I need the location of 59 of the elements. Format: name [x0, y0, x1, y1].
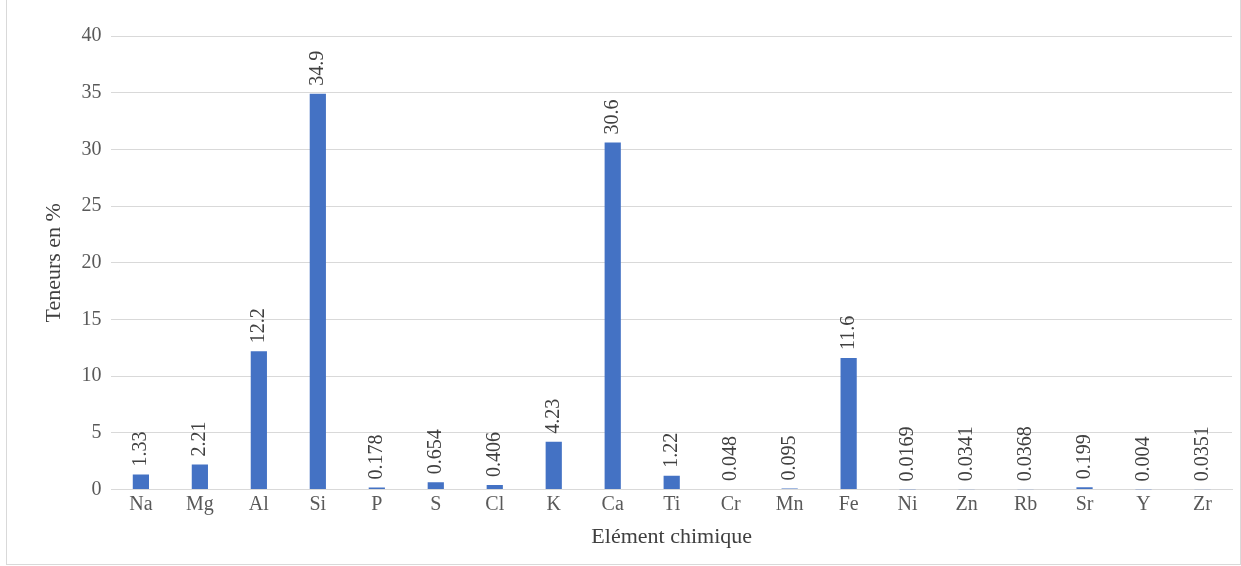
y-tick-label: 25 [81, 193, 102, 216]
y-tick-label: 15 [81, 306, 102, 329]
y-tick-label: 5 [91, 420, 102, 443]
x-tick-label: Na [129, 491, 153, 514]
data-label: 11.6 [835, 315, 858, 351]
bar [840, 358, 857, 490]
data-label: 0.178 [364, 434, 387, 480]
y-tick-label: 0 [91, 476, 102, 499]
y-tick-label: 35 [81, 79, 102, 102]
y-tick-label: 40 [81, 23, 102, 46]
data-label: 34.9 [305, 50, 328, 86]
x-tick-label: Zn [955, 491, 978, 514]
x-tick-label: Fe [838, 491, 859, 514]
x-tick-label: K [546, 491, 562, 514]
x-tick-label: Ni [897, 491, 919, 514]
data-label: 12.2 [246, 308, 269, 344]
data-label: 0.654 [423, 429, 446, 475]
x-tick-label: Sr [1075, 491, 1094, 514]
x-tick-label: Mg [185, 491, 214, 515]
data-label: 0.0169 [894, 426, 917, 482]
bar [663, 475, 680, 490]
bar [545, 441, 562, 490]
data-label: 0.004 [1130, 436, 1153, 482]
data-label: 0.0351 [1189, 426, 1212, 482]
x-tick-label: Si [309, 491, 327, 514]
data-label: 0.199 [1071, 434, 1094, 480]
data-label: 1.33 [128, 431, 151, 467]
x-tick-label: Rb [1013, 491, 1038, 514]
x-axis-title: Elément chimique [591, 522, 753, 548]
y-tick-label: 30 [81, 136, 102, 159]
x-tick-label: S [430, 491, 442, 514]
x-tick-label: Y [1136, 491, 1151, 514]
bar [132, 474, 149, 490]
data-label: 1.22 [658, 432, 681, 468]
y-tick-label: 10 [81, 363, 102, 386]
x-tick-label: Zr [1193, 491, 1213, 514]
bar [191, 464, 208, 490]
data-label: 0.095 [776, 435, 799, 481]
bar [309, 93, 326, 490]
bar [604, 142, 621, 490]
x-tick-label: Cr [720, 491, 742, 514]
x-tick-label: Mn [775, 491, 804, 514]
data-label: 2.21 [187, 421, 210, 457]
bar [486, 485, 503, 490]
bar [250, 351, 267, 490]
y-axis-title: Teneurs en % [39, 203, 65, 323]
x-tick-label: Ti [663, 491, 681, 514]
data-label: 0.048 [717, 436, 740, 482]
data-label: 4.23 [540, 398, 563, 434]
x-tick-label: Ca [601, 491, 624, 514]
x-tick-label: Cl [485, 491, 505, 514]
data-label: 0.0341 [953, 426, 976, 482]
y-tick-label: 20 [81, 250, 102, 273]
data-label: 0.0368 [1012, 426, 1035, 482]
x-tick-label: P [371, 491, 383, 514]
data-label: 0.406 [482, 432, 505, 477]
bar [427, 482, 444, 490]
x-tick-label: Al [248, 491, 270, 514]
data-label: 30.6 [599, 99, 622, 135]
